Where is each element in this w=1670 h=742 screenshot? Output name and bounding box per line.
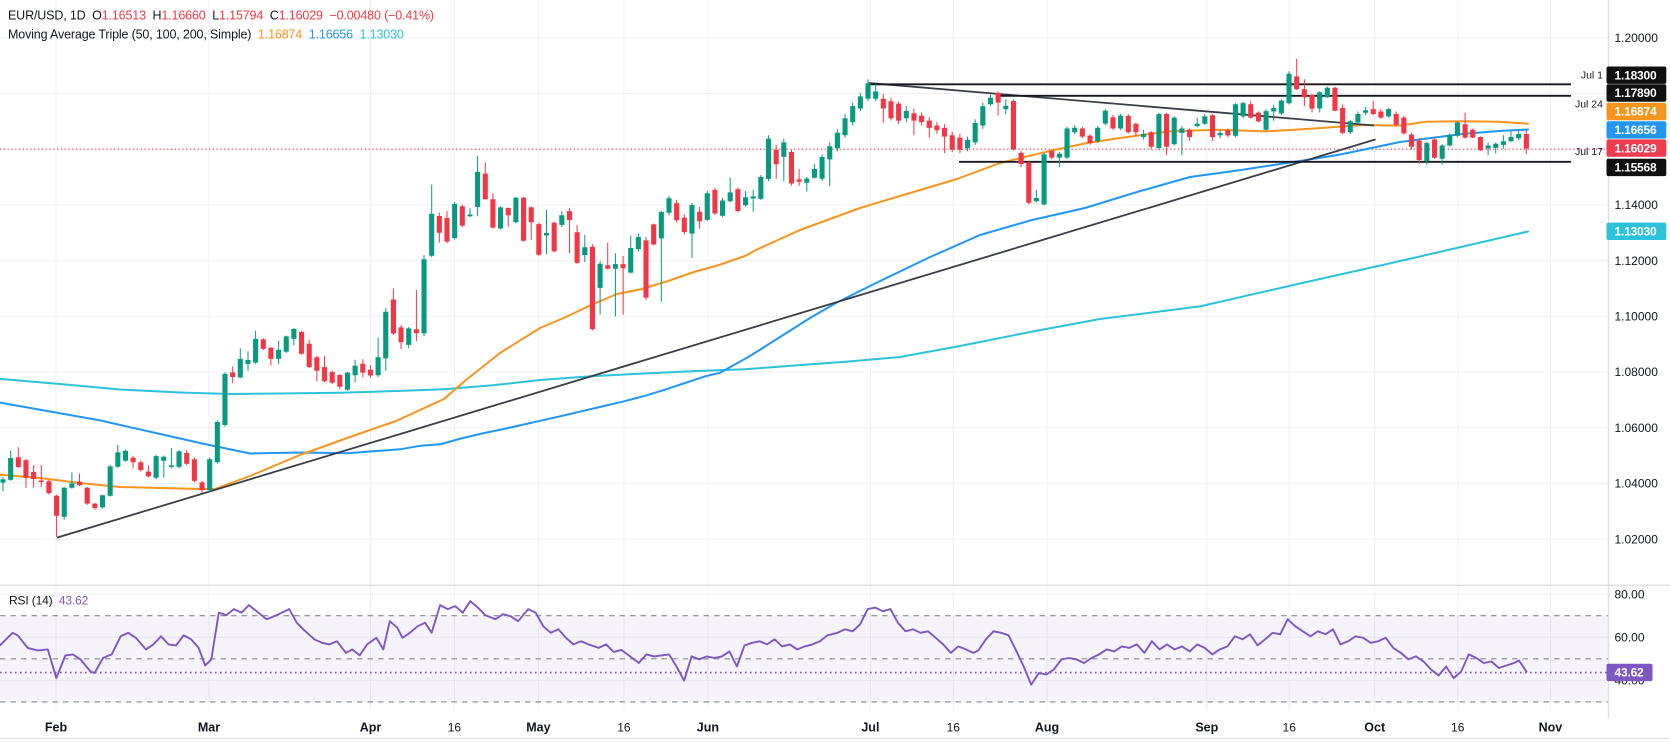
svg-text:Jul 17: Jul 17: [1575, 146, 1603, 158]
svg-text:1.16874: 1.16874: [1615, 105, 1658, 119]
svg-text:Nov: Nov: [1539, 721, 1563, 735]
svg-text:1.08000: 1.08000: [1615, 365, 1659, 379]
svg-text:1.14000: 1.14000: [1615, 198, 1659, 212]
svg-text:16: 16: [448, 721, 462, 735]
svg-text:80.00: 80.00: [1615, 587, 1645, 601]
svg-text:1.20000: 1.20000: [1615, 31, 1659, 45]
svg-text:May: May: [526, 721, 550, 735]
svg-text:Jul 24: Jul 24: [1575, 99, 1603, 111]
svg-text:Oct: Oct: [1364, 721, 1386, 735]
svg-text:Feb: Feb: [45, 721, 68, 735]
svg-text:Jun: Jun: [697, 721, 719, 735]
svg-text:Jul: Jul: [861, 721, 879, 735]
svg-text:1.12000: 1.12000: [1615, 254, 1659, 268]
svg-text:1.13030: 1.13030: [1615, 225, 1658, 239]
svg-text:Apr: Apr: [360, 721, 382, 735]
svg-text:Mar: Mar: [198, 721, 220, 735]
svg-text:16: 16: [617, 721, 631, 735]
svg-text:1.04000: 1.04000: [1615, 477, 1659, 491]
svg-text:1.16029: 1.16029: [1615, 141, 1658, 155]
svg-text:EUR/USD, 1D O1.16513 H1.1666: EUR/USD, 1D O1.16513 H1.16660 L1.15794 C…: [8, 9, 434, 23]
svg-text:1.16656: 1.16656: [1615, 123, 1658, 137]
svg-text:1.10000: 1.10000: [1615, 310, 1659, 324]
svg-text:Moving Average Triple (50, 100: Moving Average Triple (50, 100, 200, Sim…: [8, 28, 404, 42]
svg-text:1.15568: 1.15568: [1615, 161, 1658, 175]
svg-text:1.17890: 1.17890: [1615, 86, 1658, 100]
svg-text:1.02000: 1.02000: [1615, 532, 1659, 546]
svg-text:16: 16: [1283, 721, 1297, 735]
svg-text:1.06000: 1.06000: [1615, 421, 1659, 435]
svg-text:16: 16: [947, 721, 961, 735]
svg-text:16: 16: [1451, 721, 1465, 735]
svg-text:60.00: 60.00: [1615, 631, 1645, 645]
svg-text:43.62: 43.62: [1615, 666, 1645, 680]
svg-text:Sep: Sep: [1195, 721, 1218, 735]
svg-text:Aug: Aug: [1035, 721, 1059, 735]
svg-text:RSI (14) 43.62: RSI (14) 43.62: [9, 594, 89, 608]
svg-text:1.18300: 1.18300: [1615, 68, 1658, 82]
svg-text:Jul 1: Jul 1: [1581, 70, 1603, 82]
